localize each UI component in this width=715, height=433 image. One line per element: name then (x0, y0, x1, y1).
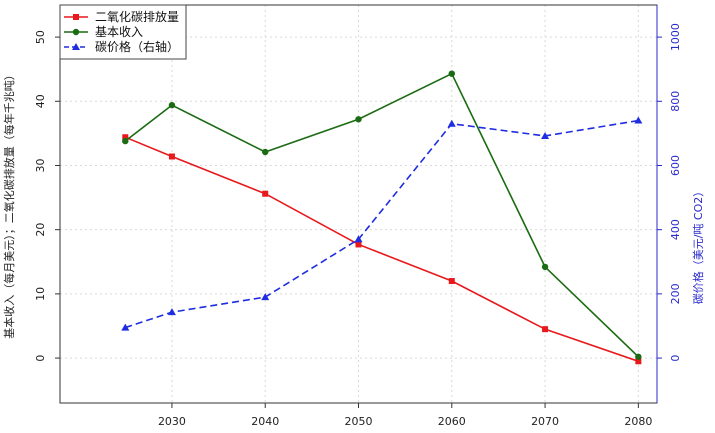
legend-label: 基本收入 (95, 25, 143, 39)
legend-marker (72, 43, 80, 50)
left-tick-label: 10 (34, 287, 47, 301)
series-2 (122, 70, 642, 360)
right-tick-label: 600 (669, 155, 682, 176)
data-point (122, 134, 129, 141)
data-point (635, 353, 642, 360)
left-tick-label: 0 (34, 355, 47, 362)
x-tick-label: 2040 (251, 415, 279, 428)
legend-label: 碳价格（右轴） (95, 39, 179, 54)
left-tick-label: 20 (34, 223, 47, 237)
data-point (355, 116, 362, 123)
right-tick-label: 800 (669, 91, 682, 112)
data-point (122, 137, 129, 145)
data-point (262, 148, 269, 156)
data-point (448, 70, 455, 77)
series-1 (122, 134, 642, 365)
data-point (354, 235, 363, 243)
legend-marker (72, 28, 80, 36)
legend-label: 二氧化碳排放量 (95, 9, 179, 24)
data-point (541, 131, 550, 139)
left-tick-label: 40 (34, 94, 47, 108)
data-point (121, 323, 130, 331)
x-axis: 2030 2040 2050 2060 2070 2080 (158, 403, 652, 428)
data-point (448, 278, 455, 285)
right-axis: 0 200 400 600 800 1000 (656, 5, 682, 403)
data-point (168, 101, 176, 109)
plot-frame (59, 4, 658, 404)
right-axis-title: 碳价格（美元/吨 CO2） (691, 186, 705, 305)
data-point (167, 308, 176, 316)
x-tick-label: 2080 (624, 415, 652, 428)
series-layer (121, 70, 643, 365)
series-line (124, 72, 639, 358)
legend-marker (73, 14, 79, 20)
data-point (541, 263, 549, 271)
series-line (125, 119, 639, 329)
x-tick-label: 2070 (531, 415, 559, 428)
right-tick-label: 1000 (669, 23, 682, 51)
left-tick-label: 30 (34, 158, 47, 172)
data-point (168, 153, 175, 160)
data-point (635, 358, 642, 365)
data-point (355, 241, 362, 248)
right-tick-label: 400 (669, 219, 682, 240)
data-point (542, 326, 549, 333)
data-point (262, 190, 269, 197)
series-line (124, 136, 639, 363)
grid-layer (60, 5, 657, 403)
data-point (634, 116, 643, 124)
x-tick-label: 2050 (345, 415, 373, 428)
left-axis-title: 基本收入（每月美元）；二氧化碳排放量（每年千兆吨） (2, 69, 16, 339)
right-tick-label: 200 (669, 283, 682, 304)
data-point (261, 293, 270, 301)
series-3 (121, 116, 643, 331)
left-axis: 0 10 20 30 40 50 (34, 30, 60, 362)
x-tick-label: 2030 (158, 415, 186, 428)
left-tick-label: 50 (34, 30, 47, 44)
right-tick-label: 0 (669, 355, 682, 362)
data-point (447, 119, 456, 127)
x-tick-label: 2060 (438, 415, 466, 428)
